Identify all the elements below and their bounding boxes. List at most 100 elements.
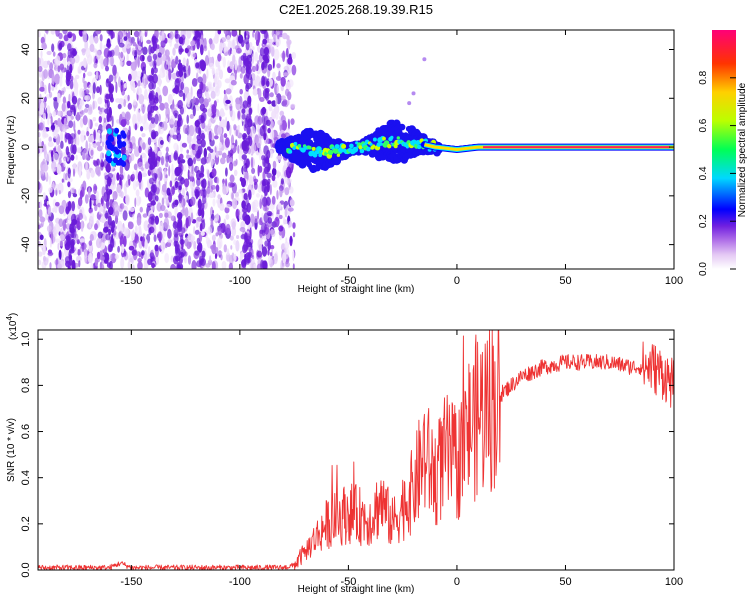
noise-speckle	[174, 30, 178, 39]
x-tick-label: -100	[229, 576, 251, 588]
noise-speckle	[132, 229, 135, 241]
noise-speckle	[157, 233, 160, 239]
noise-speckle	[178, 192, 183, 204]
noise-speckle	[271, 195, 276, 205]
noise-speckle	[78, 212, 83, 221]
noise-speckle	[206, 69, 209, 79]
noise-speckle	[231, 221, 236, 230]
noise-speckle	[62, 52, 67, 59]
noise-speckle	[189, 175, 195, 183]
noise-speckle	[159, 67, 166, 79]
noise-speckle	[184, 256, 187, 264]
snr-frame	[37, 329, 675, 571]
noise-speckle	[168, 68, 172, 81]
noise-speckle	[240, 66, 246, 74]
noise-speckle	[99, 41, 103, 52]
noise-speckle	[194, 152, 201, 159]
noise-speckle	[160, 140, 164, 145]
noise-speckle	[157, 52, 162, 58]
noise-speckle	[280, 76, 286, 87]
noise-speckle	[211, 104, 217, 115]
noise-speckle	[184, 238, 189, 247]
noise-speckle	[48, 82, 51, 94]
noise-speckle	[269, 38, 275, 43]
noise-speckle	[43, 257, 49, 266]
noise-speckle	[263, 47, 270, 56]
noise-speckle	[149, 213, 155, 220]
noise-speckle	[245, 252, 251, 261]
noise-speckle	[292, 250, 295, 262]
noise-speckle	[166, 199, 169, 205]
noise-speckle	[199, 81, 204, 91]
noise-speckle	[284, 207, 288, 218]
noise-speckle	[84, 194, 89, 204]
noise-speckle	[197, 208, 202, 217]
echo-hot	[405, 145, 409, 149]
x-tick-label: -50	[340, 576, 356, 588]
noise-speckle	[282, 99, 288, 106]
noise-speckle	[289, 199, 295, 207]
noise-speckle	[118, 98, 124, 105]
noise-speckle	[271, 167, 277, 176]
x-tick-label: 50	[559, 275, 571, 287]
noise-speckle	[79, 238, 86, 243]
noise-speckle	[48, 175, 52, 185]
noise-speckle	[141, 250, 145, 256]
noise-speckle	[84, 95, 91, 101]
noise-speckle	[137, 258, 142, 263]
noise-speckle	[107, 172, 114, 179]
noise-speckle	[197, 145, 203, 156]
noise-speckle	[279, 188, 283, 198]
noise-speckle	[147, 246, 151, 255]
noise-speckle	[120, 179, 123, 190]
noise-speckle	[159, 102, 165, 111]
noise-speckle	[136, 195, 141, 207]
noise-speckle	[231, 198, 238, 210]
noise-speckle	[276, 84, 279, 95]
noise-speckle	[154, 244, 159, 252]
noise-speckle	[98, 116, 103, 123]
noise-speckle	[203, 147, 207, 159]
noise-speckle	[174, 205, 178, 218]
x-tick-label: 0	[454, 275, 460, 287]
echo-hot	[366, 146, 371, 152]
noise-speckle	[135, 225, 138, 234]
noise-speckle	[65, 101, 67, 113]
noise-speckle	[192, 105, 196, 117]
noise-speckle	[237, 64, 240, 73]
noise-speckle	[71, 240, 75, 249]
noise-speckle	[186, 45, 191, 50]
noise-speckle	[205, 263, 211, 268]
snr-panel: -150 -100 -50 0 50 100 0.0 0.2 0.4 0.6 0.8 1.0 Hei…	[5, 313, 683, 595]
noise-speckle	[211, 158, 215, 166]
noise-speckle	[58, 190, 61, 195]
noise-speckle	[141, 133, 146, 138]
noise-speckle	[42, 112, 46, 120]
noise-speckle	[57, 242, 60, 251]
noise-speckle	[225, 167, 228, 177]
echo-hot	[341, 143, 347, 149]
noise-speckle	[84, 108, 88, 113]
noise-speckle	[50, 30, 55, 35]
noise-speckle	[100, 216, 107, 223]
noise-speckle	[182, 57, 186, 66]
noise-speckle	[165, 106, 170, 119]
noise-speckle	[190, 235, 196, 242]
noise-speckle	[281, 120, 287, 131]
noise-speckle	[84, 103, 90, 109]
noise-speckle	[62, 30, 68, 35]
noise-speckle	[270, 120, 275, 129]
noise-speckle	[216, 33, 219, 43]
noise-speckle	[112, 190, 118, 201]
noise-speckle	[84, 216, 87, 221]
noise-speckle	[282, 50, 286, 63]
noise-speckle	[156, 44, 160, 50]
noise-speckle	[157, 126, 164, 135]
noise-speckle	[137, 171, 143, 183]
noise-speckle	[193, 240, 197, 250]
noise-speckle	[281, 133, 286, 139]
noise-speckle	[65, 76, 71, 87]
noise-speckle	[257, 45, 260, 52]
noise-speckle	[165, 174, 168, 179]
noise-speckle	[132, 264, 135, 269]
